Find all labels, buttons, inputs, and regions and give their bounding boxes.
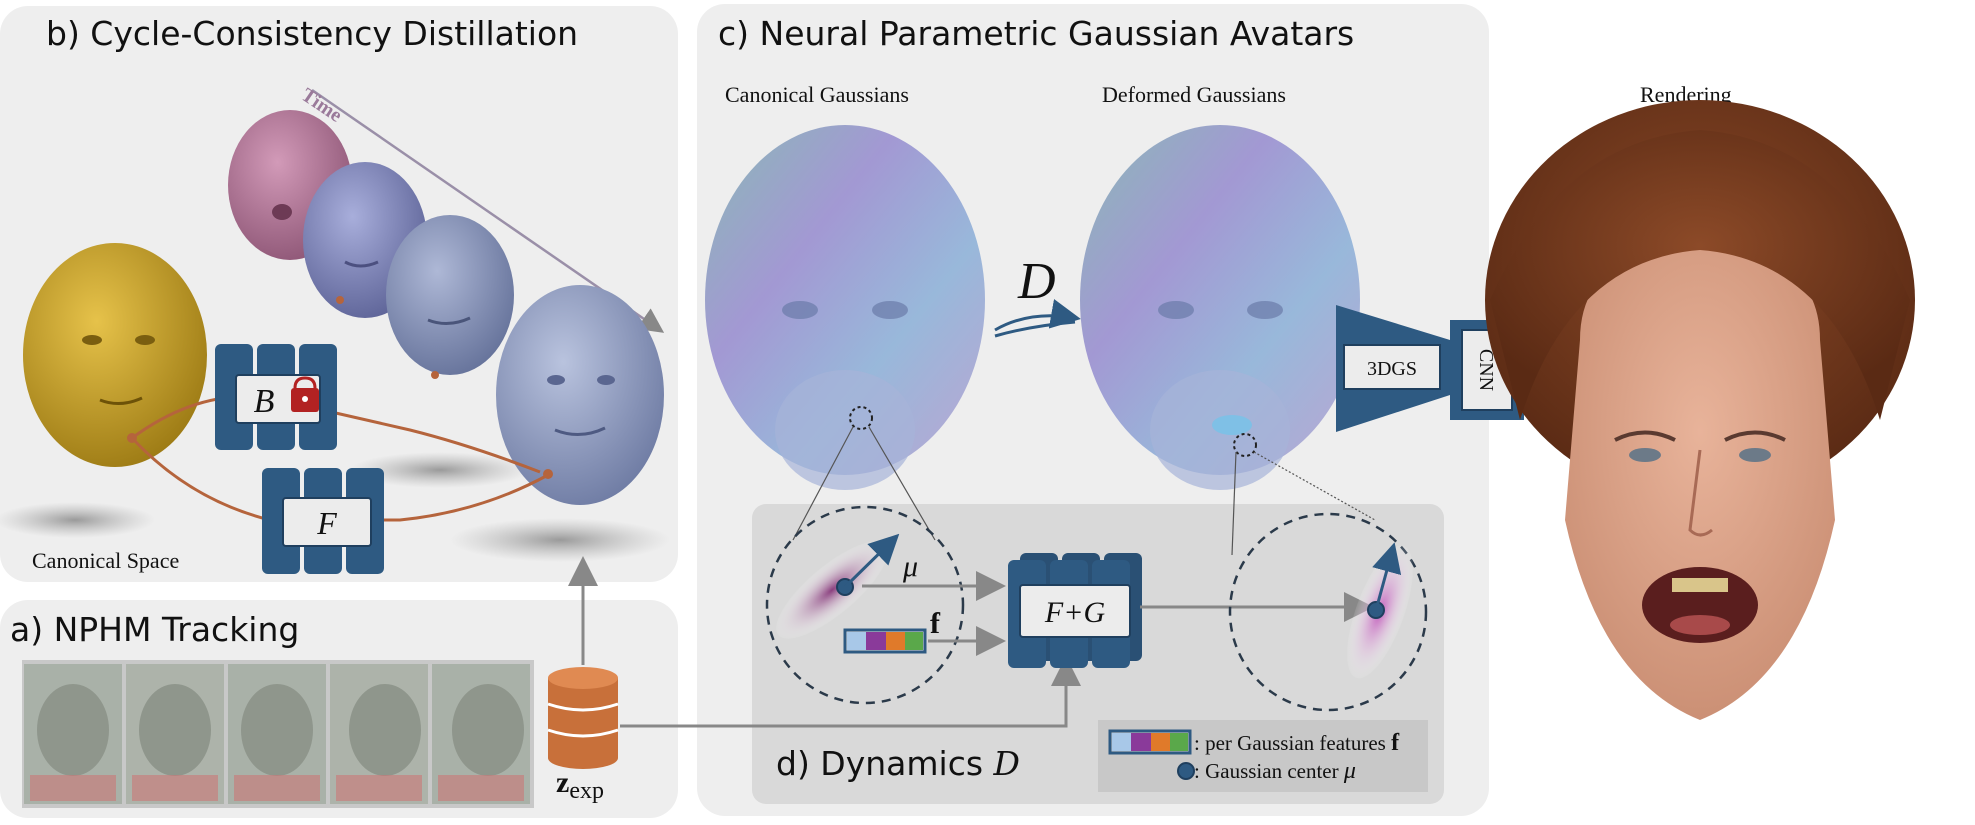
gaussian-axis-arrow [843, 533, 900, 589]
panel-c-title: c) Neural Parametric Gaussian Avatars [718, 14, 1355, 53]
gaussian-highlight-circle [849, 406, 873, 430]
mu-label: μ [902, 550, 918, 583]
legend-center-text: : Gaussian center [1194, 759, 1339, 783]
deformation-arrow [994, 299, 1081, 338]
tracking-frame [126, 664, 224, 804]
tracking-frame [24, 664, 122, 804]
rendered-face-image [1485, 100, 1915, 720]
latent-code-database-icon [547, 667, 619, 769]
tracking-frame [228, 664, 326, 804]
renderer-3dgs-label: 3DGS [1367, 358, 1417, 380]
head-slate-1 [386, 215, 514, 375]
deformed-gaussian-zoom [1228, 512, 1428, 712]
callout-line [1253, 451, 1376, 521]
network-f-block: F [262, 468, 384, 574]
panel-b-title: b) Cycle-Consistency Distillation [46, 14, 579, 53]
canonical-gaussian-zoom [765, 505, 965, 705]
head-shadow [350, 452, 530, 488]
deformed-gaussians-label: Deformed Gaussians [1102, 82, 1286, 107]
head-yellow-canonical [23, 243, 207, 467]
network-b-symbol: B [254, 383, 275, 420]
correspondence-point [543, 469, 553, 479]
correspondence-point [431, 371, 439, 379]
deformed-axis-arrow [1372, 542, 1402, 611]
legend-center-marker [1177, 762, 1195, 780]
gaussian-highlight-circle [1233, 433, 1257, 457]
network-fg-block: F+G [1008, 553, 1142, 668]
feature-vector [843, 628, 927, 654]
legend-center: : Gaussian center μ [1194, 758, 1356, 784]
legend-features-symbol: f [1391, 730, 1400, 756]
panel-d-title-text: d) Dynamics [776, 744, 984, 783]
canonical-space-label: Canonical Space [32, 548, 180, 573]
callout-line [792, 426, 854, 541]
tracking-frames [22, 660, 534, 808]
head-slate-2 [496, 285, 664, 505]
latent-symbol: z [556, 766, 569, 799]
renderer-cnn-label: CNN [1475, 349, 1497, 391]
latent-subscript: exp [569, 778, 604, 804]
lock-icon [291, 376, 319, 412]
dynamics-symbol: D [993, 744, 1021, 783]
legend: : per Gaussian features f : Gaussian cen… [1098, 720, 1428, 792]
deformed-gaussians-head [1080, 125, 1360, 490]
network-fg-label: F+G [1044, 596, 1106, 629]
correspondence-point [336, 296, 344, 304]
head-shadow [0, 502, 155, 538]
tracking-frame [432, 664, 530, 804]
correspondence-point [127, 433, 137, 443]
legend-features-text: : per Gaussian features [1194, 731, 1386, 755]
callout-line [868, 426, 936, 541]
head-shadow [450, 518, 670, 562]
network-f-symbol: F [316, 505, 337, 541]
canonical-gaussian-ellipse [776, 541, 888, 639]
latent-expression-label: zexp [556, 766, 604, 804]
callout-line [1231, 451, 1237, 556]
panel-a-title: a) NPHM Tracking [10, 610, 300, 649]
network-b-block: B [215, 344, 337, 450]
deformation-symbol: D [1017, 253, 1056, 310]
legend-features: : per Gaussian features f [1194, 730, 1400, 756]
tracking-frame [330, 664, 428, 804]
canonical-gaussians-label: Canonical Gaussians [725, 82, 909, 107]
canonical-gaussians-head [705, 125, 985, 490]
panel-d-title: d) Dynamics D [776, 744, 1020, 783]
f-label: f [930, 607, 941, 640]
latent-to-dynamics-arrow [620, 656, 1081, 728]
legend-center-symbol: μ [1343, 758, 1356, 784]
